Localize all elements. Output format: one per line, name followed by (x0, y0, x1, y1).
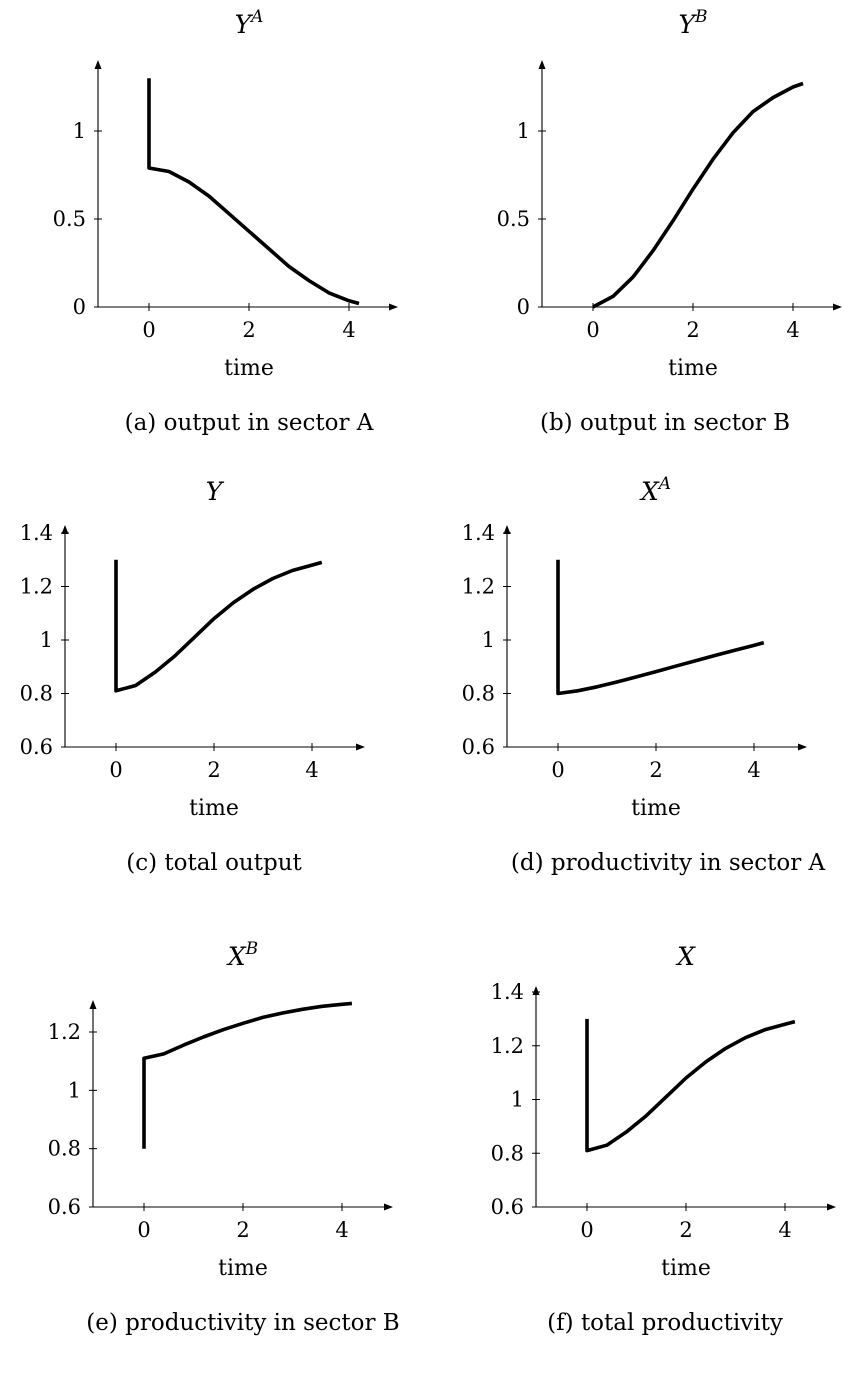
chart-title: YA (235, 7, 264, 39)
chart-caption: (f) total productivity (547, 1310, 783, 1336)
chart-panel-5: 0 2 4 0.6 0.8 1 1.2 time XB (e) productivity in s… (48, 939, 400, 1336)
y-axis-arrow (532, 986, 540, 995)
y-tick-label: 1 (511, 1088, 524, 1112)
y-tick-label: 1.4 (462, 521, 495, 545)
y-tick-label: 0.6 (20, 735, 53, 759)
y-tick-label: 1.2 (48, 1020, 81, 1044)
x-tick-label: 2 (236, 1218, 249, 1242)
y-tick-label: 1.4 (20, 521, 53, 545)
x-tick-label: 2 (679, 1218, 692, 1242)
y-tick-label: 0.6 (48, 1195, 81, 1219)
chart-title: XB (226, 939, 258, 971)
y-axis-arrow (503, 525, 511, 534)
x-tick-label: 4 (305, 758, 318, 782)
y-tick-label: 0.8 (48, 1137, 81, 1161)
y-tick-label: 1 (68, 1078, 81, 1102)
x-axis-label: time (668, 356, 718, 381)
x-tick-label: 4 (335, 1218, 348, 1242)
x-axis-arrow (827, 1203, 836, 1211)
x-axis-label: time (224, 356, 274, 381)
y-tick-label: 0.8 (491, 1141, 524, 1165)
x-tick-label: 0 (586, 318, 599, 342)
y-tick-label: 1.2 (491, 1034, 524, 1058)
x-axis-arrow (356, 743, 365, 751)
series-line (142, 1001, 353, 1149)
chart-panel-3: 0 2 4 0.6 0.8 1 1.2 1.4 time Y (c) total output (20, 477, 365, 876)
y-tick-label: 0 (73, 295, 86, 319)
x-tick-label: 0 (109, 758, 122, 782)
y-tick-label: 0.5 (497, 207, 530, 231)
chart-caption: (b) output in sector B (540, 410, 790, 436)
x-tick-label: 2 (207, 758, 220, 782)
x-tick-label: 2 (242, 318, 255, 342)
y-tick-label: 0.6 (491, 1195, 524, 1219)
y-axis-arrow (538, 60, 546, 69)
y-axis-arrow (61, 525, 69, 534)
series-line (585, 1018, 796, 1153)
x-axis-arrow (389, 303, 398, 311)
x-tick-label: 4 (747, 758, 760, 782)
x-tick-label: 0 (580, 1218, 593, 1242)
chart-title: Y (206, 477, 225, 506)
y-tick-label: 1 (517, 119, 530, 143)
y-tick-label: 0.6 (462, 735, 495, 759)
x-axis-arrow (798, 743, 807, 751)
chart-caption: (a) output in sector A (125, 410, 374, 436)
y-tick-label: 1 (40, 628, 53, 652)
series-line (114, 559, 323, 693)
x-axis-arrow (384, 1203, 393, 1211)
chart-panel-1: 0 2 4 0 0.5 1 time YA (a) output in sector A (53, 7, 398, 436)
x-tick-label: 0 (142, 318, 155, 342)
x-axis-label: time (189, 796, 239, 821)
y-tick-label: 1.4 (491, 980, 524, 1004)
x-axis-arrow (833, 303, 842, 311)
y-tick-label: 0.8 (462, 682, 495, 706)
x-tick-label: 0 (551, 758, 564, 782)
chart-caption: (c) total output (126, 850, 302, 876)
x-tick-label: 4 (342, 318, 355, 342)
x-tick-label: 2 (686, 318, 699, 342)
chart-title: YB (678, 7, 707, 39)
y-axis-arrow (89, 1000, 97, 1009)
x-axis-label: time (661, 1256, 711, 1281)
x-tick-label: 0 (137, 1218, 150, 1242)
chart-title: X (675, 942, 696, 971)
y-axis-arrow (94, 60, 102, 69)
y-tick-label: 0.8 (20, 682, 53, 706)
series-line (147, 78, 360, 306)
y-tick-label: 1.2 (20, 575, 53, 599)
series-line (556, 559, 765, 696)
series-line (592, 81, 804, 309)
chart-panel-2: 0 2 4 0 0.5 1 time YB (b) output in sector B (497, 7, 842, 436)
x-tick-label: 2 (649, 758, 662, 782)
y-tick-label: 1 (482, 628, 495, 652)
y-tick-label: 1 (73, 119, 86, 143)
chart-caption: (d) productivity in sector A (511, 850, 826, 876)
x-tick-label: 4 (778, 1218, 791, 1242)
x-axis-label: time (218, 1256, 268, 1281)
chart-caption: (e) productivity in sector B (86, 1310, 399, 1336)
x-axis-label: time (631, 796, 681, 821)
y-tick-label: 1.2 (462, 575, 495, 599)
y-tick-label: 0 (517, 295, 530, 319)
x-tick-label: 4 (786, 318, 799, 342)
chart-panel-4: 0 2 4 0.6 0.8 1 1.2 1.4 time XA (d) productivity i… (462, 474, 826, 876)
chart-title: XA (639, 474, 671, 506)
y-tick-label: 0.5 (53, 207, 86, 231)
chart-panel-6: 0 2 4 0.6 0.8 1 1.2 1.4 time X (f) total productiv… (491, 942, 836, 1336)
